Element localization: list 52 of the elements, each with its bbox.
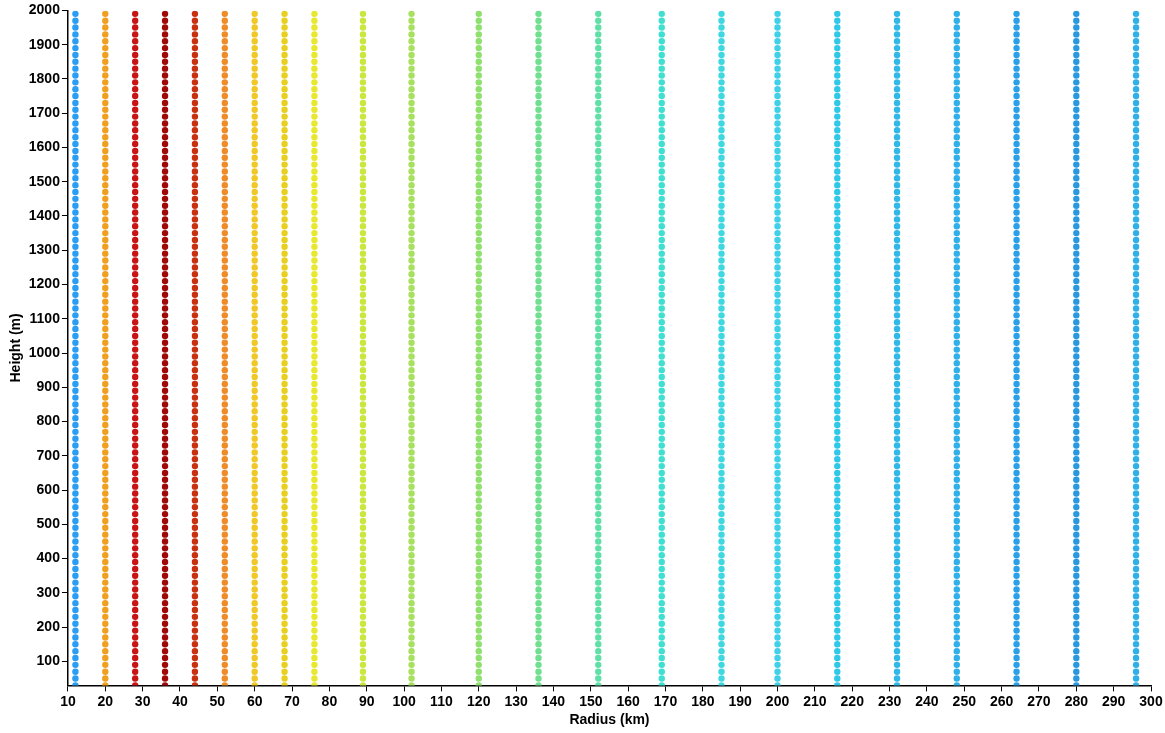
y-tick-label: 500 (36, 515, 61, 532)
x-tick-label: 230 (877, 692, 902, 709)
x-tick-label: 40 (172, 692, 188, 709)
y-tick-label: 1700 (28, 104, 61, 121)
x-tick-label: 200 (765, 692, 790, 709)
x-tick-label: 60 (246, 692, 263, 709)
x-tick-label: 280 (1064, 692, 1089, 709)
y-tick-label: 2000 (28, 1, 61, 18)
x-tick-label: 300 (1139, 692, 1163, 709)
y-tick-label: 100 (36, 652, 61, 669)
x-tick-label: 130 (504, 692, 528, 709)
y-tick-label: 1400 (28, 206, 61, 223)
x-tick-label: 10 (60, 692, 76, 709)
y-axis-title: Height (m) (7, 313, 24, 383)
x-tick-label: 160 (616, 692, 641, 709)
y-tick-label: 300 (36, 583, 61, 600)
y-tick-label: 800 (36, 412, 61, 429)
x-tick-label: 250 (952, 692, 977, 709)
y-tick-label: 200 (36, 618, 61, 635)
y-tick-label: 1600 (28, 138, 61, 155)
y-tick-label: 1200 (28, 275, 61, 292)
x-tick-label: 50 (209, 692, 226, 709)
x-tick-label: 270 (1027, 692, 1051, 709)
x-tick-label: 70 (284, 692, 301, 709)
x-tick-label: 150 (579, 692, 603, 709)
y-tick-label: 1000 (28, 343, 61, 360)
y-tick-label: 1500 (28, 172, 61, 189)
y-tick-label: 400 (36, 549, 61, 566)
x-tick-label: 220 (840, 692, 865, 709)
x-tick-label: 110 (430, 692, 453, 709)
x-tick-label: 30 (134, 692, 151, 709)
y-tick-label: 1800 (28, 69, 61, 86)
y-tick-label: 1100 (29, 309, 61, 326)
x-tick-label: 100 (392, 692, 416, 709)
y-tick-label: 600 (36, 480, 61, 497)
x-tick-label: 180 (691, 692, 715, 709)
x-tick-label: 90 (358, 692, 375, 709)
x-tick-label: 190 (728, 692, 753, 709)
x-tick-label: 170 (653, 692, 678, 709)
x-tick-label: 140 (541, 692, 566, 709)
y-tick-label: 1900 (28, 35, 61, 52)
x-tick-label: 260 (989, 692, 1014, 709)
y-tick-label: 700 (36, 446, 61, 463)
x-tick-label: 20 (97, 692, 114, 709)
y-tick-label: 900 (36, 378, 61, 395)
x-tick-label: 290 (1101, 692, 1126, 709)
x-tick-label: 80 (321, 692, 338, 709)
x-tick-label: 120 (467, 692, 491, 709)
x-tick-label: 240 (915, 692, 939, 709)
x-axis-title: Radius (km) (569, 711, 650, 728)
y-tick-label: 1300 (28, 241, 61, 258)
x-tick-label: 210 (803, 692, 827, 709)
